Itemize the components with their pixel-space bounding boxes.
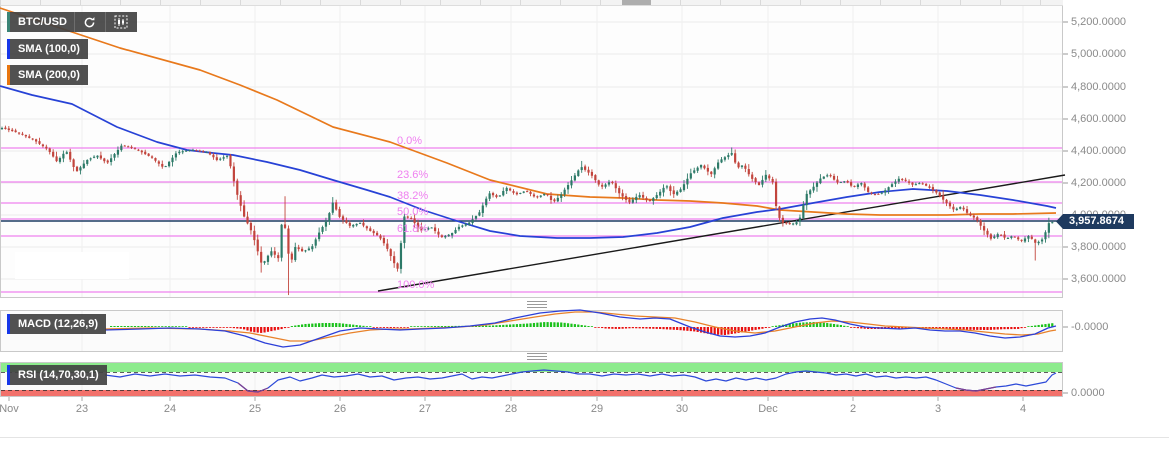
ascending-trendline: [377, 174, 1066, 292]
symbol-toolbar: BTC/USD: [7, 12, 137, 32]
macd-legend[interactable]: MACD (12,26,9): [7, 314, 107, 334]
chart-scroll-strip[interactable]: [0, 0, 1063, 6]
time-axis-label: 2: [849, 403, 857, 415]
time-axis-label: 30: [675, 403, 689, 415]
rsi-label: RSI (14,70,30,1): [18, 369, 99, 381]
blank-overlay-box: [15, 252, 129, 279]
sma200-label: SMA (200,0): [18, 69, 80, 81]
sma100-legend[interactable]: SMA (100,0): [7, 39, 88, 59]
footer-divider: [0, 437, 1169, 438]
macd-signal-line: [104, 311, 1057, 342]
rsi-legend[interactable]: RSI (14,70,30,1): [7, 365, 107, 385]
fib-level-label: 38.2%: [397, 190, 429, 202]
symbol-label: BTC/USD: [18, 16, 67, 28]
macd-label: MACD (12,26,9): [18, 318, 99, 330]
time-axis-label: 24: [163, 403, 177, 415]
rsi-line: [104, 369, 1057, 393]
price-axis-label: 3,800.0000: [1071, 241, 1127, 253]
candlestick-chart-icon[interactable]: [113, 14, 129, 30]
price-axis-label: 5,000.0000: [1071, 48, 1127, 60]
refresh-icon[interactable]: [82, 14, 98, 30]
rsi-panel-resize-handle[interactable]: [527, 353, 547, 360]
macd-axis-label: -0.0000: [1071, 321, 1109, 333]
time-axis-label: 23: [75, 403, 89, 415]
time-axis-label: 4: [1019, 403, 1027, 415]
scroll-strip-knob[interactable]: [622, 0, 651, 5]
time-axis-label: 27: [418, 403, 432, 415]
candlestick-series: [0, 125, 1054, 296]
time-axis-label: 29: [590, 403, 604, 415]
fib-level-label: 0.0%: [397, 135, 423, 147]
price-axis-label: 4,400.0000: [1071, 145, 1127, 157]
price-axis-label: 5,200.0000: [1071, 16, 1127, 28]
sma100-label: SMA (100,0): [18, 43, 80, 55]
macd-line: [104, 309, 1057, 348]
rsi-axis-label: 0.0000: [1071, 387, 1105, 399]
rsi-bands: [1, 363, 1062, 396]
macd-panel-resize-handle[interactable]: [527, 301, 547, 308]
current-price-tag: 3,957.8674: [1056, 214, 1134, 229]
fib-level-label: 50.0%: [397, 206, 429, 218]
fib-level-label: 61.8%: [397, 223, 429, 235]
time-axis-label: Nov: [0, 403, 19, 415]
time-axis-label: 26: [333, 403, 347, 415]
time-axis-label: 3: [934, 403, 942, 415]
toolbar-divider: [104, 12, 106, 32]
time-axis-label: 25: [248, 403, 262, 415]
price-axis-label: 4,800.0000: [1071, 81, 1127, 93]
panel-backgrounds: [0, 5, 1063, 397]
fib-level-label: 100.0%: [397, 279, 435, 291]
rsi-oversold-segments: [237, 382, 997, 393]
time-axis-label: 28: [504, 403, 518, 415]
price-axis-label: 3,600.0000: [1071, 273, 1127, 285]
toolbar-divider: [73, 12, 75, 32]
price-axis-label: 4,200.0000: [1071, 177, 1127, 189]
sma200-legend[interactable]: SMA (200,0): [7, 65, 88, 85]
fib-level-label: 23.6%: [397, 169, 429, 181]
time-axis-label: Dec: [758, 403, 778, 415]
price-axis-label: 4,600.0000: [1071, 113, 1127, 125]
